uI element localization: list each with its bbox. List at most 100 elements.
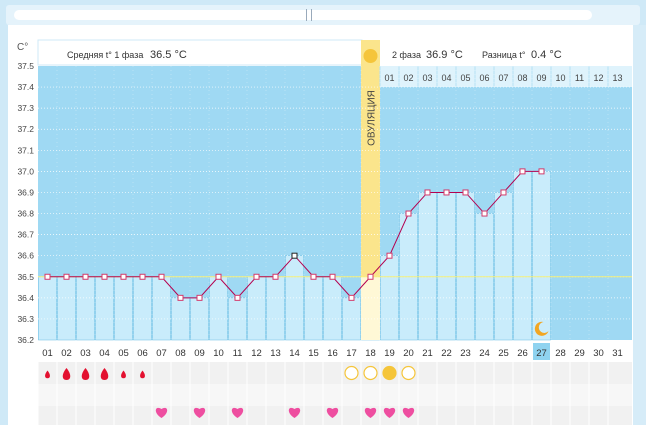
temp-bar bbox=[437, 192, 456, 341]
temp-bar bbox=[76, 276, 95, 341]
y-tick-label: 36.6 bbox=[17, 251, 34, 261]
temp-bar bbox=[304, 276, 323, 341]
temp-bar bbox=[513, 171, 532, 341]
temp-bar bbox=[228, 297, 247, 341]
phase2-day-label: 03 bbox=[422, 73, 432, 83]
phase2-day-label: 01 bbox=[384, 73, 394, 83]
temp-bar bbox=[323, 276, 342, 341]
x-tick-label: 25 bbox=[498, 348, 509, 359]
x-tick-label: 02 bbox=[61, 348, 72, 359]
temp-bar bbox=[418, 192, 437, 341]
heart-icon bbox=[155, 407, 168, 418]
temperature-point bbox=[272, 273, 279, 280]
blood-drop-icon bbox=[121, 370, 126, 379]
temperature-point bbox=[519, 168, 526, 175]
x-tick-label: 06 bbox=[137, 348, 148, 359]
phase2-avg: 36.9 °C bbox=[426, 49, 463, 61]
scrollbar-grip[interactable] bbox=[306, 9, 312, 21]
temp-bar bbox=[209, 276, 228, 341]
temp-bar bbox=[152, 276, 171, 341]
y-tick-label: 36.7 bbox=[17, 230, 34, 240]
x-tick-label: 21 bbox=[422, 348, 433, 359]
x-tick-label: 08 bbox=[175, 348, 186, 359]
phase2-label: 2 фаза bbox=[392, 50, 421, 60]
ovulation-label: ОВУЛЯЦИЯ bbox=[367, 90, 378, 146]
temperature-point bbox=[177, 294, 184, 301]
diff-value: 0.4 °C bbox=[531, 49, 562, 61]
temp-bar bbox=[57, 276, 76, 341]
phase2-day-label: 09 bbox=[536, 73, 546, 83]
temp-bar bbox=[266, 276, 285, 341]
ovulation-bar bbox=[361, 276, 380, 340]
temperature-point bbox=[538, 168, 545, 175]
temperature-point bbox=[139, 273, 146, 280]
x-tick-label: 01 bbox=[42, 348, 53, 359]
phase2-day-label: 06 bbox=[479, 73, 489, 83]
phase2-day-label: 11 bbox=[575, 73, 584, 83]
phase2-day-strip bbox=[380, 66, 632, 87]
temp-bar bbox=[133, 276, 152, 341]
temperature-point bbox=[500, 189, 507, 196]
circle-icon bbox=[363, 365, 378, 381]
x-tick-label: 10 bbox=[213, 348, 224, 359]
phase2-day-label: 08 bbox=[517, 73, 527, 83]
x-tick-label: 23 bbox=[460, 348, 471, 359]
phase2-day-label: 10 bbox=[555, 73, 565, 83]
y-tick-label: 37.1 bbox=[17, 145, 34, 155]
phase2-day-label: 12 bbox=[593, 73, 603, 83]
y-tick-label: 37.0 bbox=[17, 166, 34, 176]
x-tick-label: 20 bbox=[403, 348, 414, 359]
temp-bar bbox=[95, 276, 114, 341]
symbol-row bbox=[38, 362, 632, 384]
x-tick-label: 27 bbox=[536, 348, 547, 359]
temperature-point bbox=[120, 273, 127, 280]
phase2-day-label: 07 bbox=[498, 73, 508, 83]
temperature-point bbox=[234, 294, 241, 301]
heart-icon bbox=[193, 407, 206, 418]
temp-bar bbox=[342, 297, 361, 341]
temp-bar bbox=[456, 192, 475, 341]
temperature-point bbox=[386, 252, 393, 259]
y-tick-label: 36.2 bbox=[17, 335, 34, 345]
x-tick-label: 03 bbox=[80, 348, 91, 359]
temperature-point bbox=[310, 273, 317, 280]
y-tick-label: 37.5 bbox=[17, 61, 34, 71]
horizontal-scrollbar[interactable] bbox=[6, 5, 640, 25]
x-tick-label: 05 bbox=[118, 348, 129, 359]
phase2-day-label: 05 bbox=[460, 73, 470, 83]
temperature-point bbox=[405, 210, 412, 217]
heart-icon bbox=[288, 407, 301, 418]
temperature-point bbox=[329, 273, 336, 280]
temp-bar bbox=[114, 276, 133, 341]
ovulation-column bbox=[361, 40, 380, 340]
heart-icon bbox=[326, 407, 339, 418]
phase1-label: Средняя t° 1 фаза bbox=[67, 50, 143, 60]
moon-icon bbox=[534, 321, 549, 336]
phase2-day-label: 13 bbox=[612, 73, 622, 83]
x-tick-label: 28 bbox=[555, 348, 566, 359]
y-tick-label: 37.2 bbox=[17, 124, 34, 134]
circle-icon bbox=[382, 365, 397, 381]
phase2-day-label: 02 bbox=[403, 73, 413, 83]
scrollbar-track[interactable] bbox=[14, 10, 592, 20]
x-tick-label: 22 bbox=[441, 348, 452, 359]
x-tick-label: 04 bbox=[99, 348, 110, 359]
y-tick-label: 36.9 bbox=[17, 187, 34, 197]
temperature-point bbox=[481, 210, 488, 217]
circle-icon bbox=[401, 365, 416, 381]
temperature-point bbox=[367, 273, 374, 280]
vertical-scrollbar[interactable] bbox=[633, 25, 646, 425]
x-tick-label: 29 bbox=[574, 348, 585, 359]
temperature-point bbox=[443, 189, 450, 196]
x-tick-label: 30 bbox=[593, 348, 604, 359]
y-unit-label: C° bbox=[17, 42, 28, 53]
temp-bar bbox=[38, 276, 57, 341]
x-tick-label: 09 bbox=[194, 348, 205, 359]
x-tick-label: 15 bbox=[308, 348, 319, 359]
y-tick-label: 37.4 bbox=[17, 82, 34, 92]
temperature-point bbox=[44, 273, 51, 280]
x-tick-label: 17 bbox=[346, 348, 357, 359]
x-tick-label: 24 bbox=[479, 348, 490, 359]
circle-icon bbox=[344, 365, 359, 381]
